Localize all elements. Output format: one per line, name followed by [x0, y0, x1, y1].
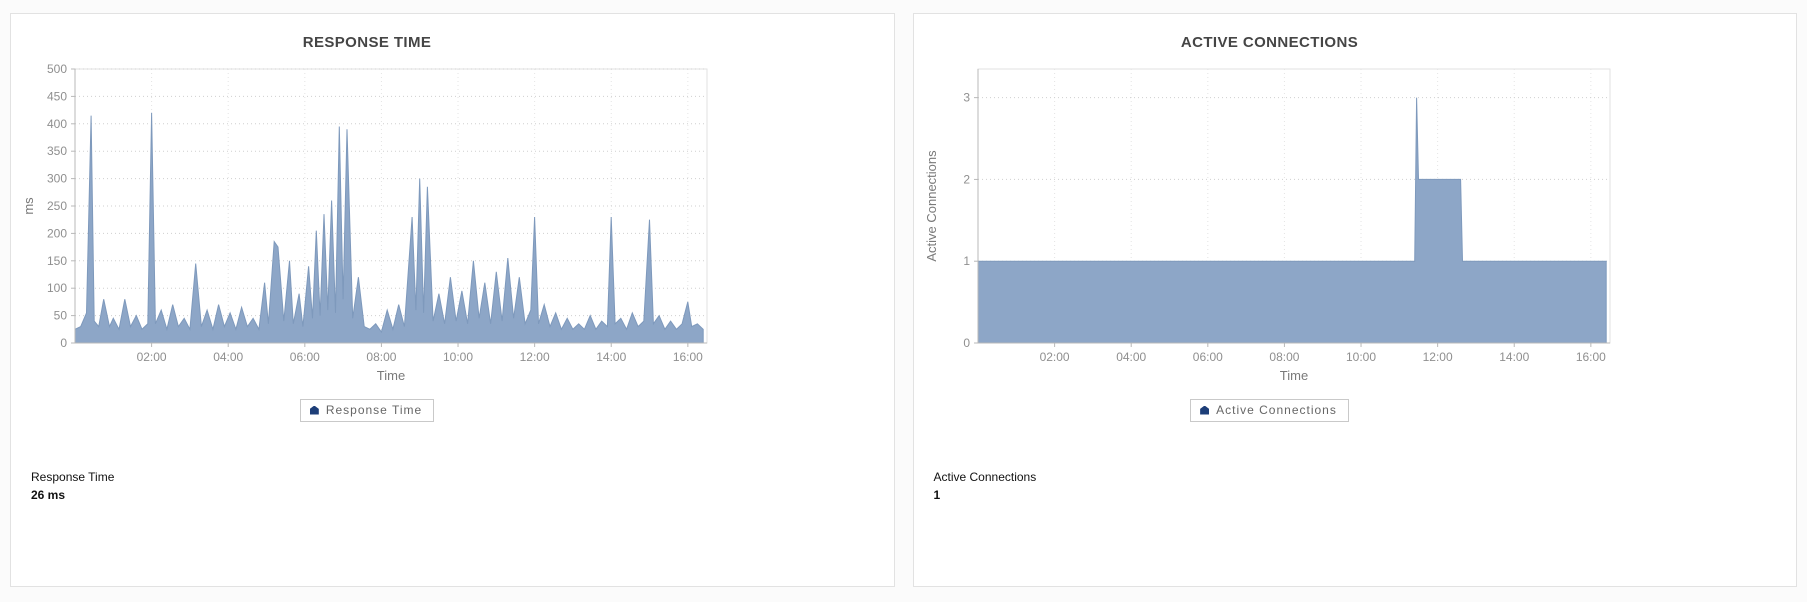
y-tick-label: 500 [47, 62, 67, 76]
legend-label: Active Connections [1216, 403, 1337, 417]
response-time-panel: RESPONSE TIME 0 50 100 150 200 250 300 350 400 45… [10, 13, 895, 587]
area-series [74, 112, 704, 344]
active-connections-chart-wrap: 0 1 2 3 02:00 04:00 06:00 08:00 10:00 12:00 14:00 1… [914, 55, 1626, 397]
x-tick-label: 10:00 [1346, 350, 1376, 364]
x-tick-label: 16:00 [673, 350, 703, 364]
response-time-chart-block: RESPONSE TIME 0 50 100 150 200 250 300 350 400 45… [11, 34, 723, 422]
y-tick-label: 350 [47, 144, 67, 158]
y-tick-label: 250 [47, 199, 67, 213]
active-connections-legend[interactable]: Active Connections [1190, 399, 1349, 422]
series-marker-icon [309, 405, 319, 415]
summary-value: 1 [933, 488, 941, 502]
x-axis-label: Time [377, 368, 405, 383]
summary-value: 26 ms [31, 488, 66, 502]
x-tick-label: 02:00 [1039, 350, 1069, 364]
response-time-chart: 0 50 100 150 200 250 300 350 400 450 500 02:00 04:00… [21, 62, 708, 383]
active-connections-legend-row: Active Connections [914, 399, 1626, 422]
y-axis-label: Active Connections [924, 150, 939, 262]
y-tick-label: 400 [47, 117, 67, 131]
summary-label: Response Time [31, 470, 115, 484]
x-tick-label: 02:00 [137, 350, 167, 364]
y-tick-label: 3 [963, 91, 970, 105]
response-time-title: RESPONSE TIME [302, 34, 432, 51]
x-tick-label: 06:00 [290, 350, 320, 364]
response-time-legend[interactable]: Response Time [299, 399, 435, 422]
x-tick-label: 04:00 [1116, 350, 1146, 364]
x-tick-label: 08:00 [366, 350, 396, 364]
y-tick-label: 150 [47, 254, 67, 268]
x-tick-label: 08:00 [1269, 350, 1299, 364]
summary-label: Active Connections [933, 470, 1037, 484]
y-tick-label: 2 [963, 172, 970, 186]
series-marker-icon [1200, 405, 1210, 415]
y-tick-label: 100 [47, 281, 67, 295]
response-time-summary: Response Time 26 ms [31, 468, 894, 504]
x-tick-label: 04:00 [213, 350, 243, 364]
active-connections-title: ACTIVE CONNECTIONS [1180, 34, 1359, 51]
x-tick-label: 06:00 [1192, 350, 1222, 364]
x-tick-label: 12:00 [1422, 350, 1452, 364]
x-tick-label: 16:00 [1575, 350, 1605, 364]
area-series [977, 97, 1607, 344]
y-tick-label: 200 [47, 226, 67, 240]
y-axis-label: ms [21, 197, 36, 215]
chart-plot: 0 50 100 150 200 250 300 350 400 450 500 02:00 04:00… [21, 62, 708, 383]
y-tick-label: 1 [963, 254, 970, 268]
y-tick-label: 50 [54, 309, 68, 323]
x-tick-label: 10:00 [443, 350, 473, 364]
y-tick-label: 300 [47, 172, 67, 186]
x-tick-label: 12:00 [520, 350, 550, 364]
x-tick-label: 14:00 [1499, 350, 1529, 364]
active-connections-chart: 0 1 2 3 02:00 04:00 06:00 08:00 10:00 12:00 14:00 1… [924, 68, 1610, 383]
response-time-chart-wrap: 0 50 100 150 200 250 300 350 400 450 500 02:00 04:00… [11, 55, 723, 397]
x-axis-label: Time [1279, 368, 1307, 383]
y-tick-label: 0 [963, 336, 970, 350]
response-time-legend-row: Response Time [11, 399, 723, 422]
x-tick-label: 14:00 [596, 350, 626, 364]
y-tick-label: 450 [47, 89, 67, 103]
legend-label: Response Time [325, 403, 423, 417]
active-connections-panel: ACTIVE CONNECTIONS 0 1 2 3 02:00 04:00 06:00 08… [912, 13, 1797, 587]
active-connections-summary: Active Connections 1 [934, 468, 1797, 504]
chart-plot: 0 1 2 3 02:00 04:00 06:00 08:00 10:00 12:00 14:00 1… [924, 68, 1610, 383]
active-connections-chart-block: ACTIVE CONNECTIONS 0 1 2 3 02:00 04:00 06:00 08… [914, 34, 1626, 422]
y-tick-label: 0 [60, 336, 67, 350]
